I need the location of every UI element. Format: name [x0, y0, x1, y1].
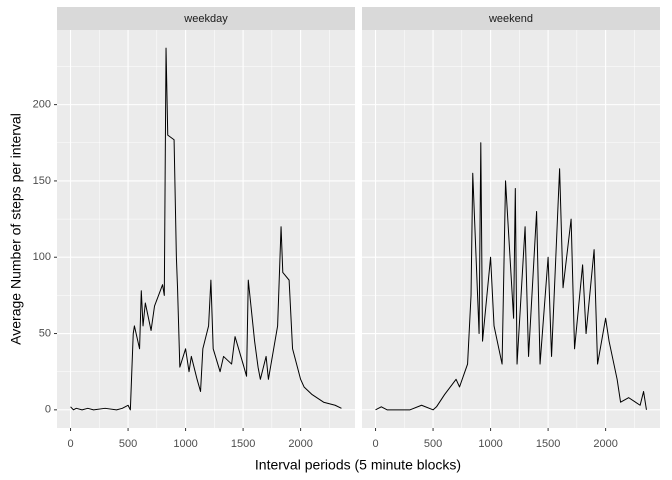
y-tick-label: 0 [45, 404, 51, 416]
y-axis-title: Average Number of steps per interval [8, 113, 24, 345]
y-tick-label: 150 [33, 175, 51, 187]
panel-background [362, 30, 660, 428]
strip-background [57, 7, 355, 30]
strip-background [362, 7, 660, 30]
y-tick-label: 100 [33, 251, 51, 263]
panel-background [57, 30, 355, 428]
x-tick-label: 1000 [478, 438, 502, 450]
x-tick-label: 2000 [593, 438, 617, 450]
y-tick-label: 50 [39, 327, 51, 339]
x-tick-label: 1500 [231, 438, 255, 450]
strip-label: weekday [183, 13, 228, 25]
x-tick-label: 1000 [173, 438, 197, 450]
x-tick-label: 500 [119, 438, 137, 450]
data-line [375, 142, 647, 411]
strip-label: weekend [488, 13, 533, 25]
y-tick-label: 200 [33, 99, 51, 111]
x-tick-label: 0 [67, 438, 73, 450]
x-tick-label: 1500 [536, 438, 560, 450]
x-tick-label: 2000 [288, 438, 312, 450]
x-tick-label: 0 [372, 438, 378, 450]
x-axis-title: Interval periods (5 minute blocks) [255, 457, 461, 473]
x-tick-label: 500 [424, 438, 442, 450]
data-line [70, 47, 342, 411]
